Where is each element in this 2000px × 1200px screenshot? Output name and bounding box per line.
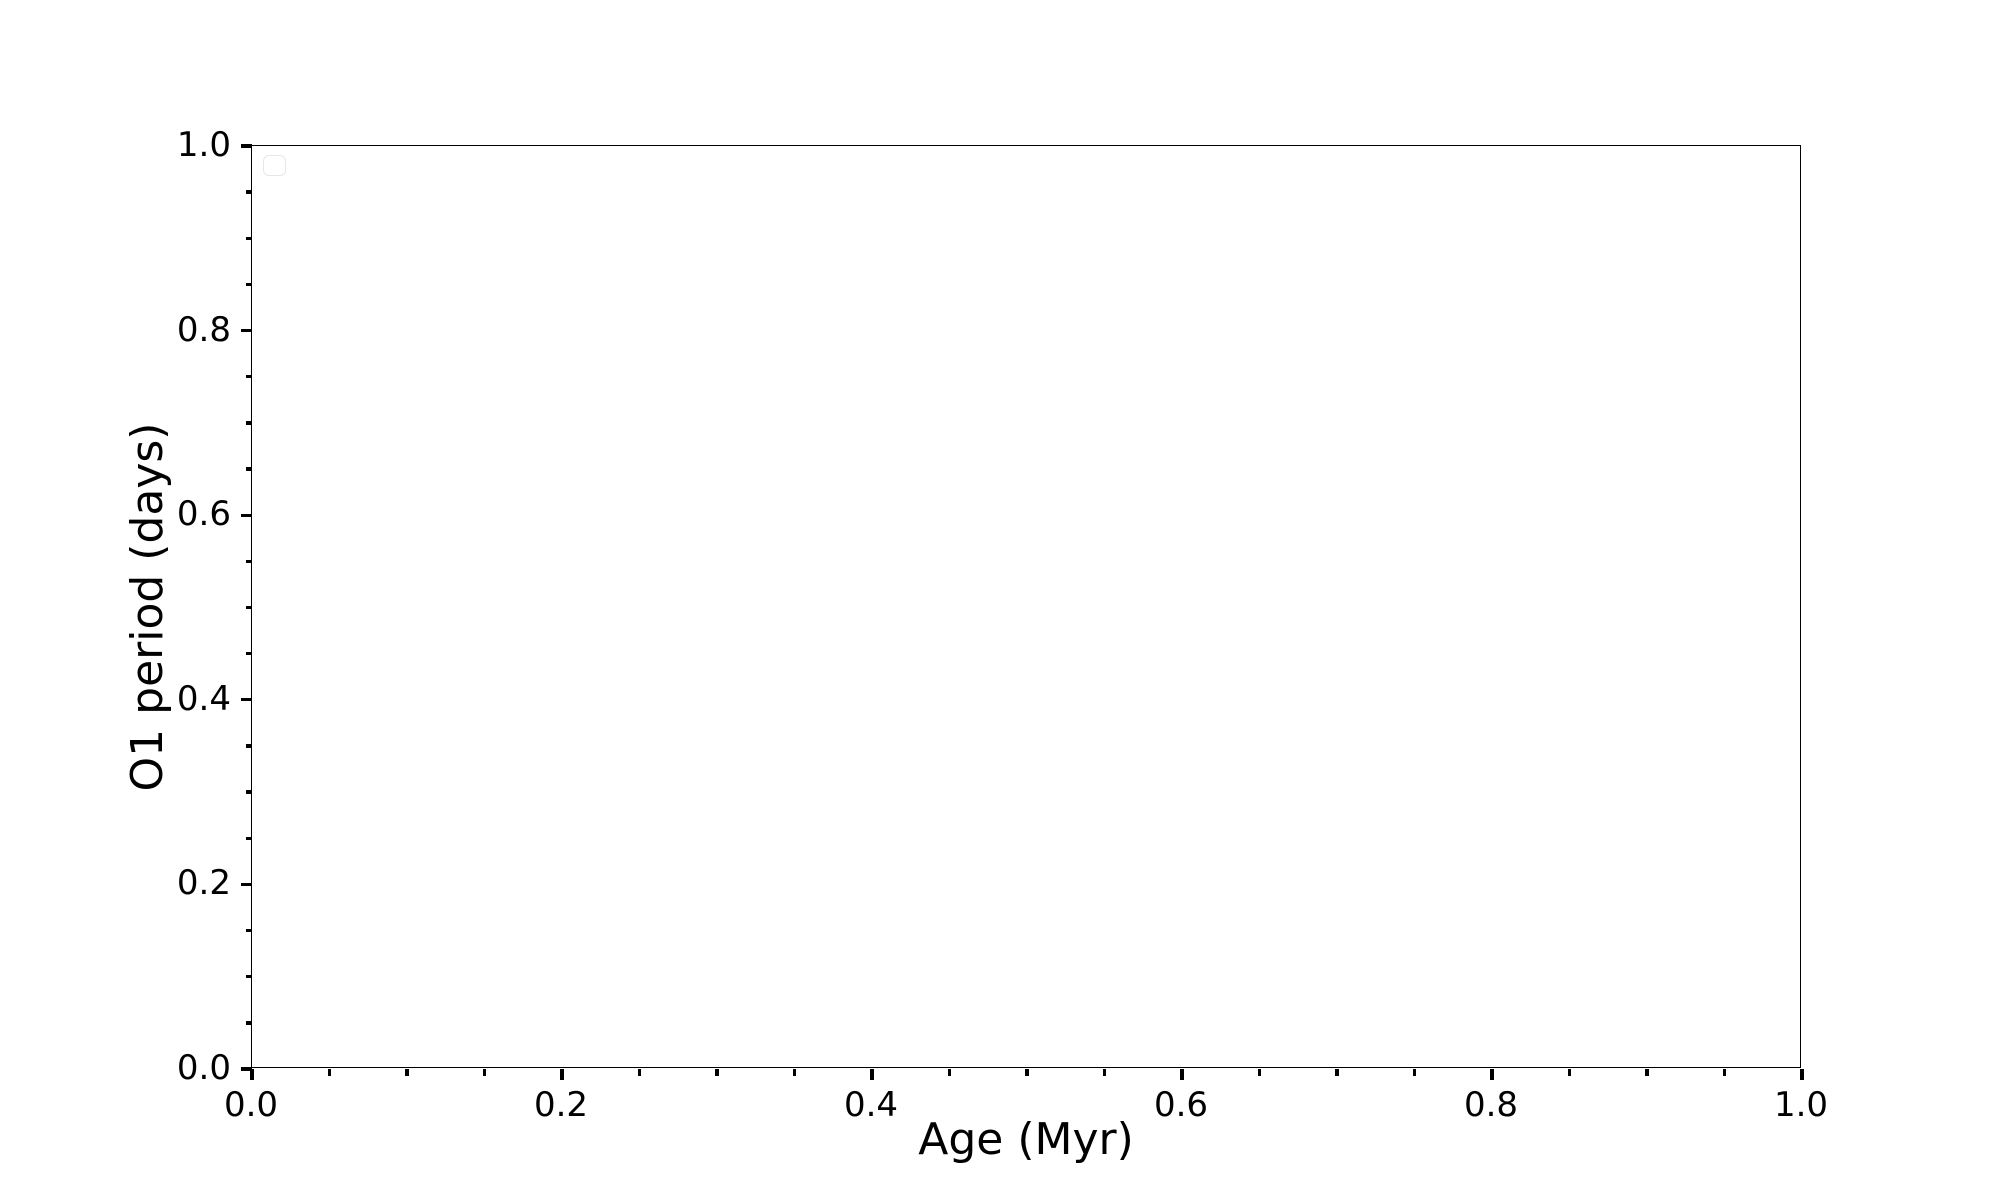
axis-minor-tick bbox=[245, 421, 252, 425]
axis-minor-tick bbox=[245, 559, 252, 564]
axis-minor-tick bbox=[245, 190, 252, 194]
axis-minor-tick bbox=[245, 605, 252, 610]
axis-major-tick bbox=[241, 698, 252, 702]
x-tick-label: 0.2 bbox=[533, 1085, 589, 1125]
y-tick-label: 0.2 bbox=[176, 863, 231, 904]
axis-minor-tick bbox=[245, 790, 252, 794]
axis-minor-tick bbox=[327, 1069, 332, 1076]
axis-major-tick bbox=[870, 1069, 874, 1080]
axis-major-tick bbox=[1800, 1069, 1804, 1080]
x-tick-label: 0.6 bbox=[1153, 1085, 1209, 1125]
axis-minor-tick bbox=[947, 1069, 952, 1076]
x-tick-label: 0.4 bbox=[843, 1085, 899, 1125]
axis-major-tick bbox=[1490, 1069, 1494, 1080]
axis-major-tick bbox=[241, 513, 252, 517]
axis-minor-tick bbox=[792, 1069, 797, 1076]
axis-minor-tick bbox=[245, 375, 252, 379]
axis-minor-tick bbox=[245, 1021, 252, 1025]
x-tick-label: 0.8 bbox=[1463, 1085, 1519, 1125]
axis-minor-tick bbox=[482, 1069, 487, 1076]
legend-box[interactable] bbox=[263, 155, 286, 176]
axis-minor-tick bbox=[1257, 1069, 1262, 1076]
axis-minor-tick bbox=[715, 1069, 719, 1076]
axis-major-tick bbox=[241, 882, 252, 887]
axis-minor-tick bbox=[637, 1069, 642, 1076]
axis-minor-tick bbox=[245, 744, 252, 748]
axis-minor-tick bbox=[245, 975, 252, 979]
y-axis-title: O1 period (days) bbox=[122, 422, 173, 791]
x-tick-label: 0.0 bbox=[223, 1085, 279, 1125]
axis-minor-tick bbox=[245, 467, 252, 471]
y-tick-label: 1.0 bbox=[176, 125, 231, 165]
axis-major-tick bbox=[1180, 1069, 1184, 1080]
axis-minor-tick bbox=[1722, 1069, 1727, 1076]
axis-minor-tick bbox=[245, 236, 252, 240]
plot-area[interactable] bbox=[241, 144, 1804, 1080]
axis-major-tick bbox=[241, 1067, 252, 1071]
axis-minor-tick bbox=[245, 836, 252, 840]
axis-minor-tick bbox=[1335, 1069, 1339, 1076]
y-tick-label: 0.0 bbox=[176, 1048, 231, 1088]
axis-major-tick bbox=[241, 144, 252, 148]
y-tick-label: 0.6 bbox=[176, 494, 231, 535]
x-tick-label: 1.0 bbox=[1773, 1085, 1829, 1125]
axis-major-tick bbox=[560, 1069, 564, 1080]
axis-minor-tick bbox=[1567, 1069, 1572, 1076]
axis-minor-tick bbox=[245, 282, 252, 287]
axis-minor-tick bbox=[245, 651, 252, 656]
axis-major-tick bbox=[250, 1069, 254, 1080]
y-tick-label: 0.4 bbox=[176, 678, 231, 719]
axis-minor-tick bbox=[405, 1069, 409, 1076]
axis-major-tick bbox=[241, 328, 252, 333]
axis-minor-tick bbox=[1645, 1069, 1649, 1076]
y-tick-label: 0.8 bbox=[176, 309, 231, 350]
axis-minor-tick bbox=[1025, 1069, 1029, 1076]
axis-minor-tick bbox=[1412, 1069, 1417, 1076]
axis-minor-tick bbox=[245, 928, 252, 933]
axis-minor-tick bbox=[1102, 1069, 1107, 1076]
x-axis-title: Age (Myr) bbox=[918, 1114, 1134, 1165]
